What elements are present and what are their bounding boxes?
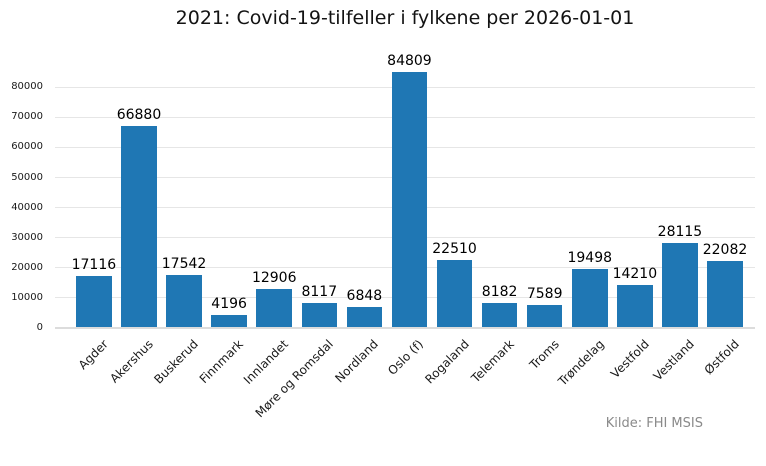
bar-value-label: 22082: [702, 242, 748, 259]
y-axis-tick-label: 40000: [11, 201, 43, 213]
bar-value-label: 14210: [612, 265, 658, 282]
bar-value-label: 19498: [567, 249, 613, 266]
bar-finnmark: [211, 314, 247, 328]
bar-value-label: 7589: [526, 285, 563, 302]
y-axis-tick-label: 30000: [11, 231, 43, 243]
bar-akershus: [121, 126, 157, 328]
bar--stfold: [707, 261, 743, 328]
bar-troms: [526, 304, 563, 328]
x-axis-baseline: [55, 327, 755, 329]
bar-value-label: 66880: [116, 107, 162, 124]
y-axis-tick-label: 10000: [11, 291, 43, 303]
bar-value-label: 8182: [481, 283, 518, 300]
y-axis-tick-label: 60000: [11, 141, 43, 153]
bar-nordland: [346, 306, 383, 328]
bar-value-label: 4196: [211, 295, 247, 312]
bar-value-label: 22510: [432, 240, 477, 257]
y-axis-tick-label: 20000: [11, 261, 43, 273]
bar-value-label: 8117: [301, 284, 338, 301]
bar-agder: [76, 275, 112, 328]
bar-tr-ndelag: [572, 268, 608, 328]
bar-value-label: 12906: [251, 269, 297, 286]
bar-innlandet: [256, 288, 292, 328]
bar-oslo-f-: [391, 72, 428, 328]
bar-value-label: 17542: [161, 255, 207, 272]
bar-value-label: 6848: [346, 287, 383, 304]
y-axis-tick-label: 50000: [11, 171, 43, 183]
bar-buskerud: [166, 274, 202, 328]
y-axis-tick-label: 70000: [11, 111, 43, 123]
bar-telemark: [481, 302, 518, 328]
bar-m-re-og-romsdal: [301, 303, 338, 328]
bar-vestland: [662, 242, 698, 328]
bar-value-label: 84809: [387, 53, 432, 70]
bar-rogaland: [436, 259, 473, 328]
chart-title: 2021: Covid-19-tilfeller i fylkene per 2…: [175, 7, 635, 29]
chart-caption: Kilde: FHI MSIS: [605, 416, 703, 431]
y-axis-tick-label: 0: [36, 322, 43, 333]
bar-vestfold: [617, 284, 653, 328]
bar-value-label: 17116: [71, 256, 117, 273]
y-axis-tick-label: 80000: [11, 81, 43, 93]
bar-value-label: 28115: [657, 223, 703, 240]
